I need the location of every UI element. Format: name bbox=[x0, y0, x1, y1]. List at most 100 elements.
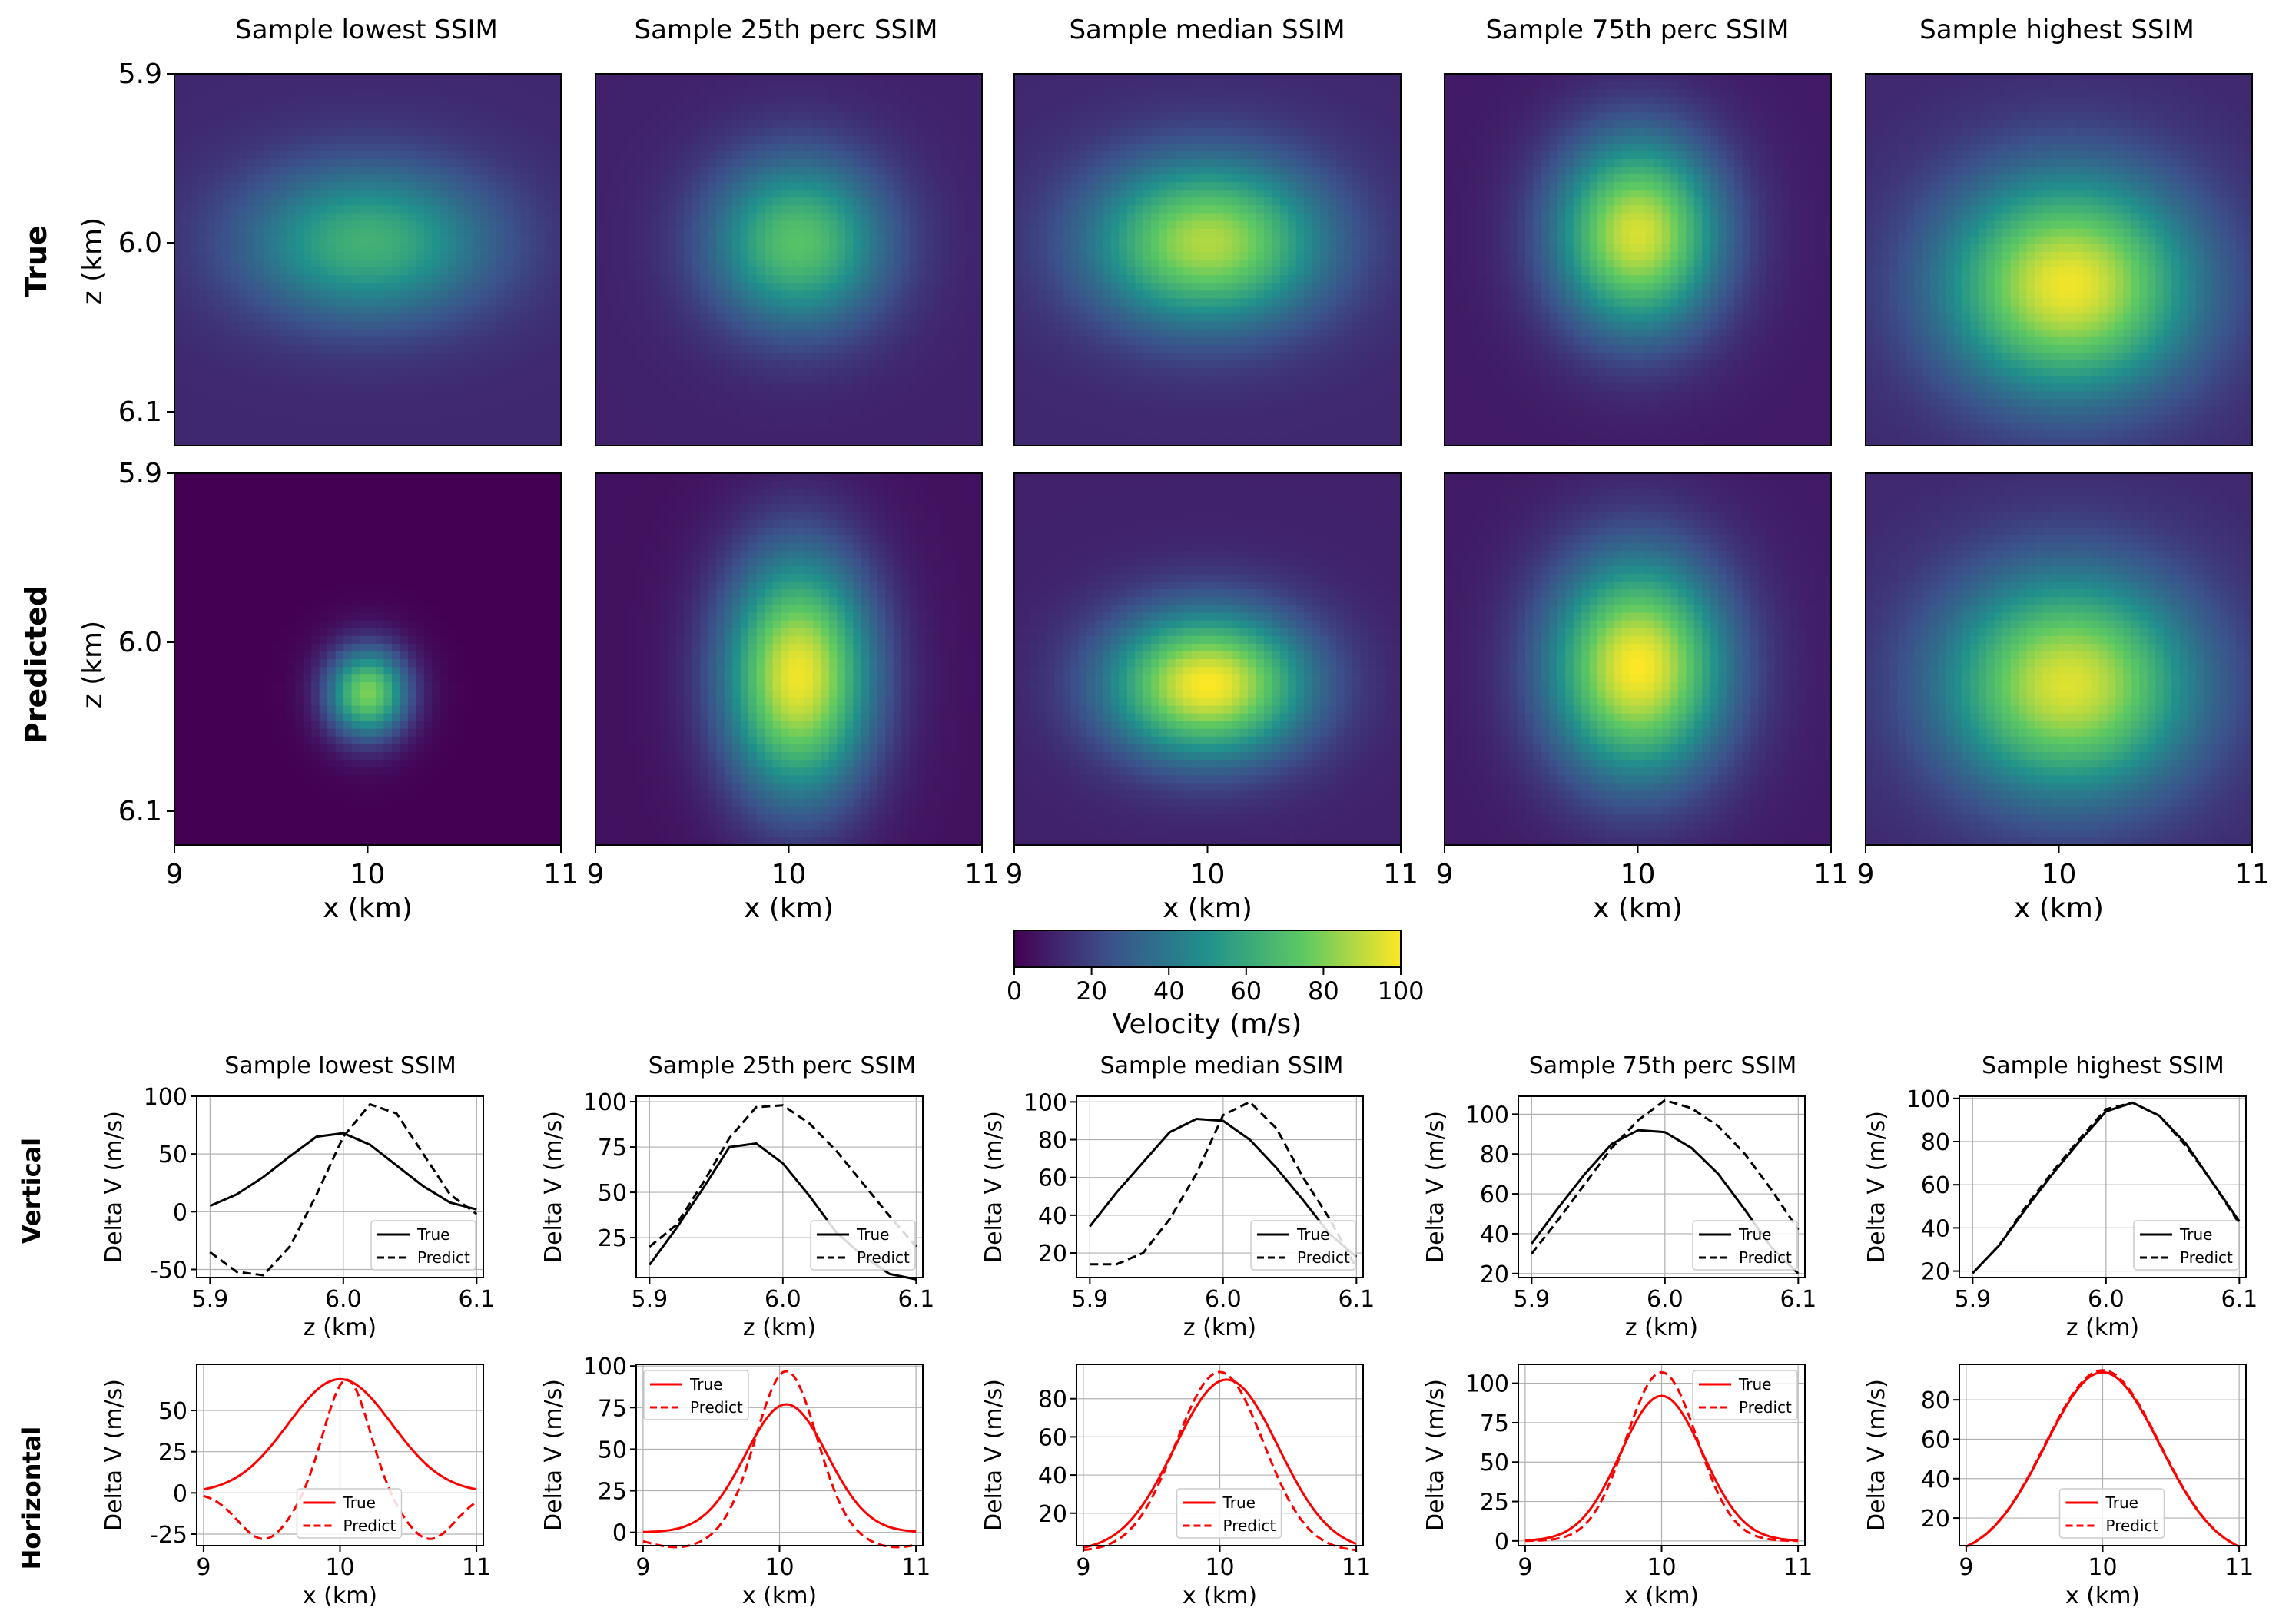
map-cell bbox=[392, 244, 400, 253]
map-cell bbox=[537, 221, 546, 230]
map-cell bbox=[448, 244, 456, 253]
map-cell bbox=[424, 104, 433, 113]
map-cell bbox=[247, 190, 255, 198]
map-cell bbox=[231, 237, 239, 245]
map-cell bbox=[304, 214, 312, 222]
map-cell bbox=[271, 252, 280, 260]
map-cell bbox=[432, 128, 440, 137]
map-cell bbox=[368, 136, 377, 144]
map-cell bbox=[368, 121, 377, 129]
map-cell bbox=[400, 182, 408, 191]
map-cell bbox=[198, 159, 207, 167]
map-cell bbox=[456, 97, 465, 105]
map-cell bbox=[553, 190, 562, 198]
map-cell bbox=[480, 298, 489, 307]
map-cell bbox=[513, 205, 521, 214]
map-cell bbox=[432, 260, 440, 268]
map-cell bbox=[304, 283, 312, 291]
map-cell bbox=[383, 290, 392, 299]
map-cell bbox=[327, 74, 336, 82]
map-cell bbox=[304, 182, 312, 191]
map-cell bbox=[239, 159, 247, 167]
map-cell bbox=[537, 205, 546, 214]
map-cell bbox=[376, 144, 384, 152]
map-cell bbox=[352, 267, 360, 276]
map-cell bbox=[279, 81, 287, 90]
map-cell bbox=[198, 283, 207, 291]
map-cell bbox=[263, 275, 271, 283]
map-cell bbox=[513, 197, 521, 206]
map-cell bbox=[400, 229, 408, 237]
map-cell bbox=[191, 214, 199, 222]
map-cell bbox=[464, 112, 473, 121]
map-cell bbox=[271, 112, 280, 121]
map-cell bbox=[416, 290, 424, 299]
map-cell bbox=[521, 144, 529, 152]
map-cell bbox=[496, 159, 505, 167]
map-cell bbox=[255, 197, 264, 206]
map-cell bbox=[368, 128, 377, 137]
map-cell bbox=[448, 252, 456, 260]
map-cell bbox=[214, 244, 223, 253]
map-cell bbox=[311, 74, 320, 82]
map-cell bbox=[287, 267, 296, 276]
map-cell bbox=[311, 290, 320, 299]
map-cell bbox=[464, 252, 473, 260]
map-cell bbox=[295, 128, 304, 137]
map-cell bbox=[295, 104, 304, 113]
map-cell bbox=[182, 104, 191, 113]
map-cell bbox=[529, 197, 537, 206]
map-cell bbox=[456, 182, 465, 191]
map-cell bbox=[424, 81, 433, 90]
map-cell bbox=[496, 298, 505, 307]
map-cell bbox=[553, 197, 562, 206]
map-cell bbox=[304, 290, 312, 299]
map-cell bbox=[295, 252, 304, 260]
map-cell bbox=[327, 267, 336, 276]
map-cell bbox=[537, 197, 546, 206]
map-cell bbox=[247, 151, 255, 160]
map-cell bbox=[223, 260, 231, 268]
map-cell bbox=[432, 159, 440, 167]
map-cell bbox=[448, 174, 456, 183]
map-cell bbox=[311, 229, 320, 237]
map-cell bbox=[440, 229, 449, 237]
map-cell bbox=[360, 244, 368, 253]
map-cell bbox=[271, 151, 280, 160]
map-cell bbox=[416, 283, 424, 291]
map-cell bbox=[448, 104, 456, 113]
map-cell bbox=[271, 298, 280, 307]
map-cell bbox=[545, 197, 553, 206]
map-cell bbox=[440, 237, 449, 245]
map-cell bbox=[352, 252, 360, 260]
map-cell bbox=[432, 283, 440, 291]
map-cell bbox=[360, 290, 368, 299]
map-cell bbox=[464, 104, 473, 113]
map-cell bbox=[456, 167, 465, 175]
map-cell bbox=[376, 190, 384, 198]
map-cell bbox=[489, 104, 497, 113]
map-cell bbox=[408, 275, 416, 283]
map-cell bbox=[408, 252, 416, 260]
map-cell bbox=[416, 197, 424, 206]
map-cell bbox=[247, 97, 255, 105]
map-cell bbox=[231, 298, 239, 307]
map-cell bbox=[529, 112, 537, 121]
map-cell bbox=[513, 74, 521, 82]
map-cell bbox=[392, 221, 400, 230]
map-cell bbox=[247, 205, 255, 214]
map-cell bbox=[320, 260, 328, 268]
map-cell bbox=[448, 112, 456, 121]
map-cell bbox=[271, 283, 280, 291]
map-cell bbox=[496, 283, 505, 291]
map-cell bbox=[376, 151, 384, 160]
map-cell bbox=[448, 190, 456, 198]
map-cell bbox=[464, 221, 473, 230]
map-cell bbox=[182, 214, 191, 222]
map-cell bbox=[456, 104, 465, 113]
map-cell bbox=[545, 104, 553, 113]
map-cell bbox=[320, 97, 328, 105]
map-ylabel-true: z (km) bbox=[77, 217, 108, 305]
map-cell bbox=[545, 252, 553, 260]
map-cell bbox=[223, 197, 231, 206]
